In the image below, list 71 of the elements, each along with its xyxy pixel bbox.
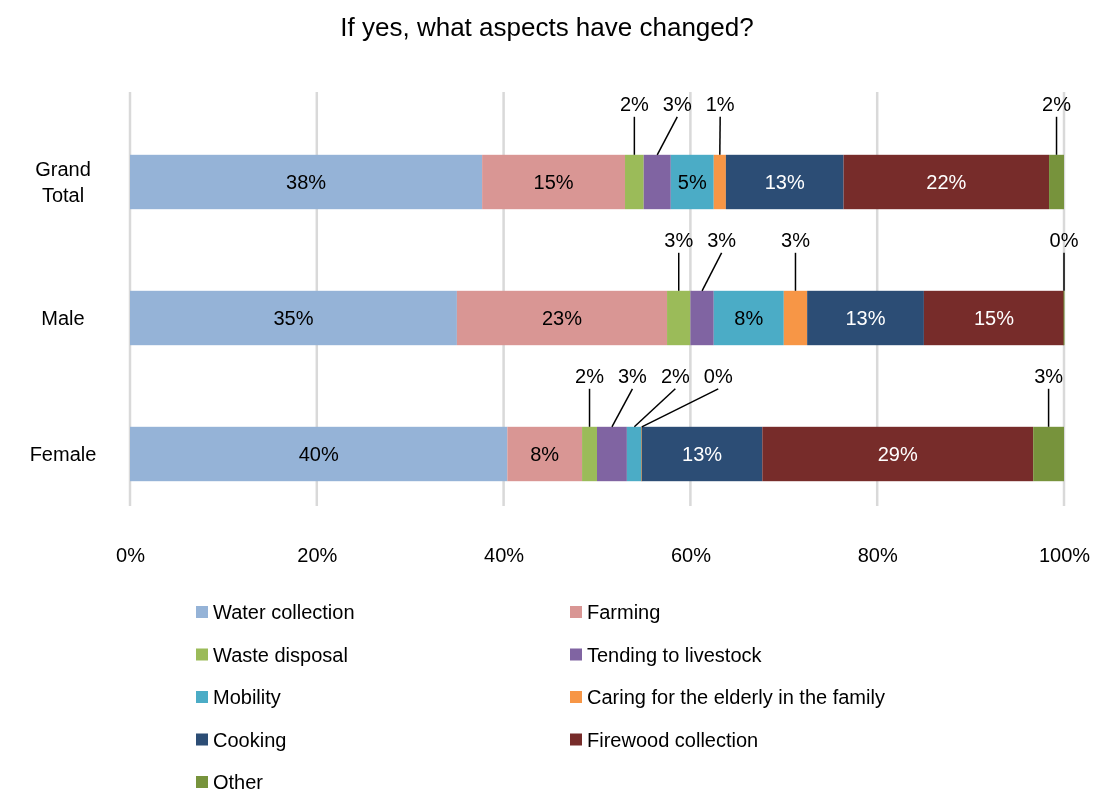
x-tick-label: 100% xyxy=(1038,544,1091,567)
bar xyxy=(690,290,714,346)
legend-label: Other xyxy=(213,771,264,793)
data-label: 2% xyxy=(1042,92,1072,115)
legend-label: Farming xyxy=(587,601,661,623)
bar xyxy=(843,154,1050,210)
data-label: 35% xyxy=(273,307,314,329)
bar xyxy=(807,290,924,346)
x-tick-label: 20% xyxy=(297,544,338,567)
data-label: 15% xyxy=(973,307,1015,329)
legend-label: Firewood collection xyxy=(587,728,759,751)
data-label: 5% xyxy=(677,171,707,193)
bar xyxy=(1049,154,1064,210)
legend-label: Tending to livestock xyxy=(587,643,763,666)
data-label: 2% xyxy=(660,364,691,387)
bar xyxy=(625,154,644,210)
bar xyxy=(667,290,691,346)
legend-label: Waste disposal xyxy=(213,643,348,666)
bar xyxy=(456,290,668,346)
data-label: 3% xyxy=(707,228,737,251)
data-label: 40% xyxy=(298,443,339,465)
x-tick-label: 0% xyxy=(116,544,146,567)
data-label: 29% xyxy=(877,443,918,465)
data-label: 23% xyxy=(541,307,583,329)
data-label: 13% xyxy=(764,171,805,193)
bar xyxy=(762,426,1034,482)
bar xyxy=(725,154,844,210)
bar xyxy=(670,154,714,210)
bar xyxy=(783,290,808,346)
data-label: 0% xyxy=(1049,228,1079,251)
data-label: 15% xyxy=(533,171,574,193)
bar xyxy=(713,154,726,210)
data-label: 3% xyxy=(662,92,692,115)
bar xyxy=(643,154,671,210)
data-label: 38% xyxy=(286,171,327,193)
x-tick-label: 40% xyxy=(484,544,525,567)
bar xyxy=(1033,426,1064,482)
bar xyxy=(130,290,457,346)
y-tick-label: Grand Total xyxy=(35,158,91,206)
data-label: 8% xyxy=(734,307,764,329)
bar xyxy=(597,426,627,482)
legend-label: Caring for the elderly in the family xyxy=(587,686,885,708)
y-tick-label: Male xyxy=(41,307,85,329)
data-label: 3% xyxy=(1034,364,1064,387)
chart-title: If yes, what aspects have changed? xyxy=(340,12,754,42)
bar xyxy=(130,426,508,482)
bar xyxy=(626,426,642,482)
x-tick-label: 60% xyxy=(670,544,712,567)
bar xyxy=(582,426,597,482)
y-tick-label: Female xyxy=(29,443,97,465)
data-label: 0% xyxy=(703,364,733,387)
legend-label: Water collection xyxy=(213,601,355,623)
bar xyxy=(507,426,583,482)
data-label: 3% xyxy=(781,228,811,251)
legend-label: Cooking xyxy=(213,728,287,751)
bar xyxy=(482,154,626,210)
data-label: 22% xyxy=(926,171,967,193)
bar xyxy=(923,290,1064,346)
data-label: 3% xyxy=(617,364,648,387)
bar xyxy=(130,154,483,210)
data-label: 1% xyxy=(705,92,735,115)
legend-label: Mobility xyxy=(213,686,281,708)
data-label: 13% xyxy=(682,443,723,465)
x-tick-label: 80% xyxy=(857,544,898,567)
data-label: 2% xyxy=(575,364,605,387)
bar xyxy=(641,426,763,482)
data-label: 8% xyxy=(530,443,560,465)
data-label: 2% xyxy=(619,92,650,115)
bar xyxy=(713,290,784,346)
data-label: 13% xyxy=(845,307,886,329)
data-label: 3% xyxy=(664,228,694,251)
